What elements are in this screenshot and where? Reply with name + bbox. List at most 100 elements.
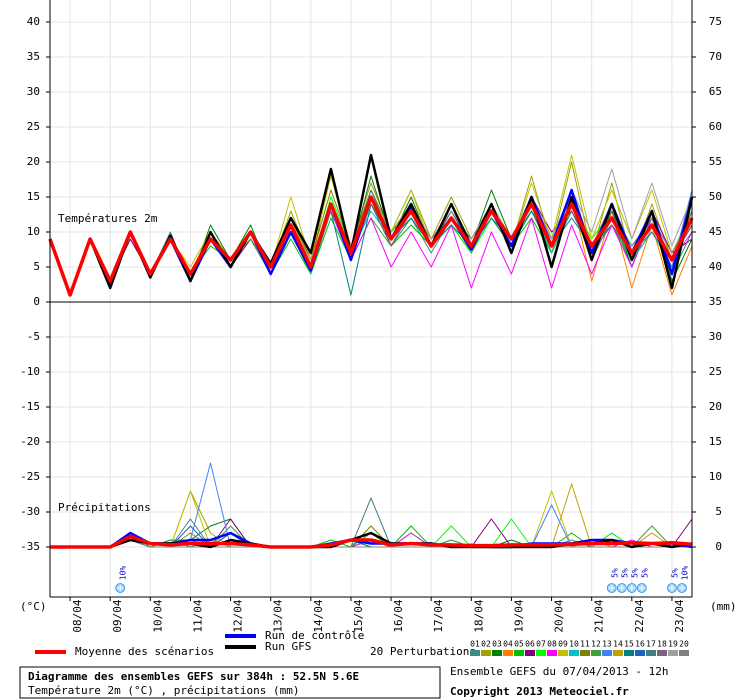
snow-label: 5% [620,568,629,578]
y2-tick-label: 15 [709,435,722,448]
legend-label: 08 [547,640,557,649]
legend-label: 03 [492,640,502,649]
legend-swatch [591,650,601,656]
y2-tick-label: 60 [709,120,722,133]
legend-swatch [602,650,612,656]
footer-box [19,666,441,699]
snow-label: 5% [640,568,649,578]
y2-tick-label: 75 [709,15,722,28]
y-tick-label: 15 [27,190,40,203]
y-tick-label: -5 [27,330,40,343]
legend-label: 20 Perturbations [370,645,476,658]
x-tick-label: 23/04 [673,599,686,632]
run-label: Ensemble GEFS du 07/04/2013 - 12h [450,665,669,678]
legend-swatch [635,650,645,656]
x-tick-label: 14/04 [312,599,325,632]
snow-marker: 5% [616,568,629,593]
y-tick-label: -15 [20,400,40,413]
snow-label: 5% [630,568,639,578]
snow-icon [638,585,645,591]
precip-line [50,534,693,549]
snow-label: 10% [680,566,689,581]
legend-swatch [536,650,546,656]
legend-label: 10 [569,640,579,649]
legend-label: 02 [481,640,491,649]
y2-tick-label: 30 [709,330,722,343]
y2-axis-label: (mm) [710,600,737,613]
y-axis-label: (°C) [20,600,47,613]
y-tick-label: 35 [27,50,40,63]
x-tick-label: 20/04 [553,599,566,632]
plot-lines [48,153,694,549]
snow-marker: 10% [115,566,128,593]
y-tick-label: -35 [20,540,40,553]
x-tick-label: 13/04 [272,599,285,632]
panel-label: Précipitations [58,501,151,514]
legend-label: 17 [646,640,656,649]
legend-label: 16 [635,640,645,649]
legend-swatch [470,650,480,656]
legend-label: 11 [580,640,590,649]
legend-swatch [525,650,535,656]
x-tick-label: 11/04 [191,599,204,632]
title: Diagramme des ensembles GEFS sur 384h : … [28,670,359,683]
y2-tick-label: 5 [715,505,722,518]
y-tick-label: 5 [33,260,40,273]
y-tick-label: 25 [27,120,40,133]
legend-label: 19 [668,640,678,649]
panel-label: Températures 2m [58,212,158,225]
snow-marker: 10% [677,566,689,593]
y-tick-label: 30 [27,85,40,98]
snow-icon [668,585,675,591]
y-tick-label: -10 [20,365,40,378]
x-tick-label: 16/04 [392,599,405,632]
copyright: Copyright 2013 Meteociel.fr [450,685,629,698]
legend-label: 15 [624,640,634,649]
y2-tick-label: 35 [709,295,722,308]
legend-swatch [580,650,590,656]
snow-marker: 5% [636,568,649,593]
x-tick-label: 21/04 [593,599,606,632]
legend-swatch [492,650,502,656]
legend-label: 07 [536,640,546,649]
x-tick-label: 09/04 [111,599,124,632]
y-tick-label: -20 [20,435,40,448]
subtitle: Température 2m (°C) , précipitations (mm… [28,684,300,697]
snow-marker: 5% [626,568,639,593]
legend-label: 14 [613,640,623,649]
snow-label: 5% [610,568,619,578]
legend-label: Run de contrôle [265,629,364,642]
legend-label: Moyenne des scénarios [75,645,214,658]
y-tick-label: 20 [27,155,40,168]
legend-label: 20 [679,640,689,649]
legend-label: 04 [503,640,513,649]
y-tick-label: 10 [27,225,40,238]
legend-label: 18 [657,640,667,649]
legend-swatch [514,650,524,656]
legend-swatch [503,650,513,656]
legend-swatch [624,650,634,656]
legend-label: 12 [591,640,601,649]
legend-label: 09 [558,640,568,649]
snow-icon [618,585,625,591]
y2-tick-label: 10 [709,470,722,483]
snow-icon [678,585,685,591]
x-tick-label: 22/04 [633,599,646,632]
x-tick-label: 12/04 [232,599,245,632]
y-tick-label: -25 [20,470,40,483]
legend-label: 05 [514,640,524,649]
x-tick-label: 19/04 [512,599,525,632]
legend-label: 06 [525,640,535,649]
x-tick-label: 08/04 [71,599,84,632]
axes [49,0,693,598]
y2-tick-label: 65 [709,85,722,98]
legend-swatch [558,650,568,656]
legend-swatch [657,650,667,656]
snow-icon [628,585,635,591]
legend-swatch [613,650,623,656]
precip-line [50,539,692,548]
snow-icon [608,585,615,591]
y2-tick-label: 40 [709,260,722,273]
legend: Moyenne des scénarios Run de contrôle Ru… [35,629,689,658]
